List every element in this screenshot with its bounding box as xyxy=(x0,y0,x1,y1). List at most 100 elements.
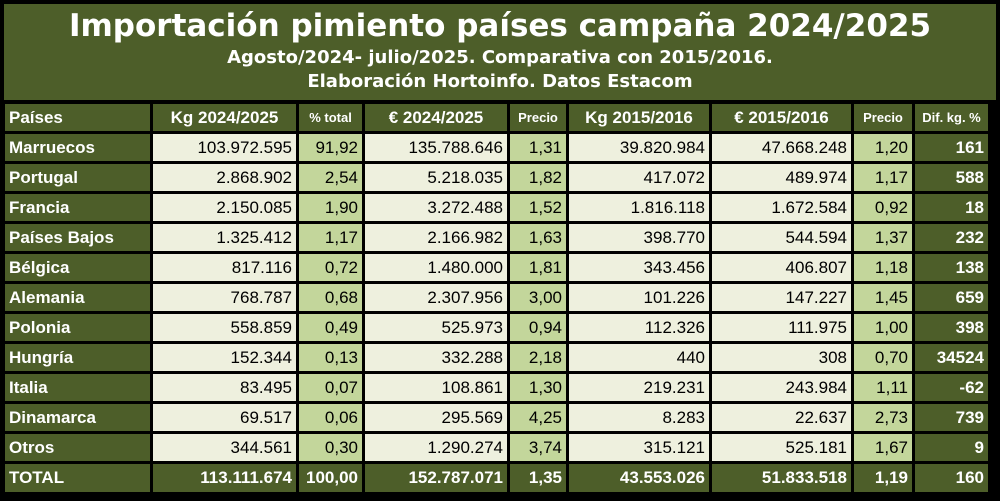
cell-eur-2015: 544.594 xyxy=(712,224,851,251)
total-kg-2015: 43.553.026 xyxy=(569,464,709,492)
cell-eur-2024: 1.480.000 xyxy=(365,254,507,281)
cell-pct-total: 0,68 xyxy=(299,284,362,311)
cell-precio-2024: 1,81 xyxy=(510,254,566,281)
cell-kg-2024: 152.344 xyxy=(153,344,296,371)
cell-eur-2015: 47.668.248 xyxy=(712,134,851,161)
total-eur-2015: 51.833.518 xyxy=(712,464,851,492)
cell-dif-kg-pct: 232 xyxy=(915,224,988,251)
cell-pct-total: 0,06 xyxy=(299,404,362,431)
header-pct-total: % total xyxy=(299,104,362,131)
cell-precio-2024: 1,82 xyxy=(510,164,566,191)
cell-dif-kg-pct: -62 xyxy=(915,374,988,401)
header-precio-2015: Precio xyxy=(854,104,912,131)
country-name: Marruecos xyxy=(5,134,150,161)
cell-dif-kg-pct: 138 xyxy=(915,254,988,281)
cell-precio-2024: 0,94 xyxy=(510,314,566,341)
cell-kg-2015: 39.820.984 xyxy=(569,134,709,161)
header-eur-2015: € 2015/2016 xyxy=(712,104,851,131)
total-precio-2024: 1,35 xyxy=(510,464,566,492)
total-precio-2015: 1,19 xyxy=(854,464,912,492)
cell-precio-2015: 1,00 xyxy=(854,314,912,341)
country-name: Francia xyxy=(5,194,150,221)
cell-eur-2024: 525.973 xyxy=(365,314,507,341)
cell-kg-2015: 417.072 xyxy=(569,164,709,191)
subtitle-source: Elaboración Hortoinfo. Datos Estacom xyxy=(307,71,693,92)
country-name: Portugal xyxy=(5,164,150,191)
cell-precio-2015: 2,73 xyxy=(854,404,912,431)
data-table: Países Kg 2024/2025% total € 2024/2025 Prec… xyxy=(5,104,988,492)
cell-precio-2015: 0,70 xyxy=(854,344,912,371)
country-name: Hungría xyxy=(5,344,150,371)
cell-precio-2015: 1,17 xyxy=(854,164,912,191)
header-kg-2015: Kg 2015/2016 xyxy=(569,104,709,131)
page-title: Importación pimiento países campaña 2024… xyxy=(68,8,932,44)
cell-precio-2015: 1,20 xyxy=(854,134,912,161)
cell-kg-2024: 83.495 xyxy=(153,374,296,401)
cell-dif-kg-pct: 161 xyxy=(915,134,988,161)
total-pct-total: 100,00 xyxy=(299,464,362,492)
cell-eur-2015: 22.637 xyxy=(712,404,851,431)
cell-dif-kg-pct: 398 xyxy=(915,314,988,341)
cell-kg-2015: 219.231 xyxy=(569,374,709,401)
cell-precio-2024: 3,00 xyxy=(510,284,566,311)
cell-eur-2024: 5.218.035 xyxy=(365,164,507,191)
cell-dif-kg-pct: 659 xyxy=(915,284,988,311)
country-name: Italia xyxy=(5,374,150,401)
cell-eur-2024: 2.166.982 xyxy=(365,224,507,251)
header-paises: Países xyxy=(5,104,150,131)
country-name: Polonia xyxy=(5,314,150,341)
total-kg-2024: 113.111.674 xyxy=(153,464,296,492)
cell-kg-2015: 101.226 xyxy=(569,284,709,311)
header-eur-2024: € 2024/2025 xyxy=(365,104,507,131)
cell-kg-2024: 817.116 xyxy=(153,254,296,281)
header-kg-2024: Kg 2024/2025 xyxy=(153,104,296,131)
country-name: Otros xyxy=(5,434,150,461)
cell-eur-2015: 308 xyxy=(712,344,851,371)
title-banner: Importación pimiento países campaña 2024… xyxy=(4,4,996,100)
cell-eur-2015: 111.975 xyxy=(712,314,851,341)
cell-dif-kg-pct: 739 xyxy=(915,404,988,431)
cell-kg-2015: 440 xyxy=(569,344,709,371)
cell-eur-2024: 295.569 xyxy=(365,404,507,431)
cell-pct-total: 0,72 xyxy=(299,254,362,281)
cell-pct-total: 0,49 xyxy=(299,314,362,341)
country-name: Dinamarca xyxy=(5,404,150,431)
cell-pct-total: 0,30 xyxy=(299,434,362,461)
cell-kg-2024: 1.325.412 xyxy=(153,224,296,251)
subtitle-period: Agosto/2024- julio/2025. Comparativa con… xyxy=(227,47,773,68)
cell-pct-total: 1,90 xyxy=(299,194,362,221)
cell-kg-2024: 344.561 xyxy=(153,434,296,461)
total-dif-kg-pct: 160 xyxy=(915,464,988,492)
country-name: Bélgica xyxy=(5,254,150,281)
cell-precio-2015: 1,37 xyxy=(854,224,912,251)
cell-precio-2015: 1,11 xyxy=(854,374,912,401)
cell-precio-2024: 1,30 xyxy=(510,374,566,401)
report-table-image: Importación pimiento países campaña 2024… xyxy=(4,4,996,497)
cell-precio-2024: 1,52 xyxy=(510,194,566,221)
cell-pct-total: 2,54 xyxy=(299,164,362,191)
cell-precio-2015: 0,92 xyxy=(854,194,912,221)
cell-eur-2024: 2.307.956 xyxy=(365,284,507,311)
cell-pct-total: 91,92 xyxy=(299,134,362,161)
cell-dif-kg-pct: 34524 xyxy=(915,344,988,371)
cell-eur-2024: 3.272.488 xyxy=(365,194,507,221)
cell-precio-2015: 1,18 xyxy=(854,254,912,281)
cell-dif-kg-pct: 588 xyxy=(915,164,988,191)
cell-dif-kg-pct: 9 xyxy=(915,434,988,461)
cell-eur-2024: 1.290.274 xyxy=(365,434,507,461)
cell-eur-2015: 489.974 xyxy=(712,164,851,191)
cell-kg-2024: 69.517 xyxy=(153,404,296,431)
cell-pct-total: 0,07 xyxy=(299,374,362,401)
cell-kg-2015: 1.816.118 xyxy=(569,194,709,221)
total-label: TOTAL xyxy=(5,464,150,492)
cell-kg-2024: 558.859 xyxy=(153,314,296,341)
cell-kg-2015: 8.283 xyxy=(569,404,709,431)
cell-kg-2015: 343.456 xyxy=(569,254,709,281)
cell-eur-2024: 135.788.646 xyxy=(365,134,507,161)
cell-eur-2015: 1.672.584 xyxy=(712,194,851,221)
cell-eur-2015: 525.181 xyxy=(712,434,851,461)
cell-kg-2024: 768.787 xyxy=(153,284,296,311)
cell-pct-total: 1,17 xyxy=(299,224,362,251)
cell-kg-2024: 2.868.902 xyxy=(153,164,296,191)
cell-eur-2015: 147.227 xyxy=(712,284,851,311)
